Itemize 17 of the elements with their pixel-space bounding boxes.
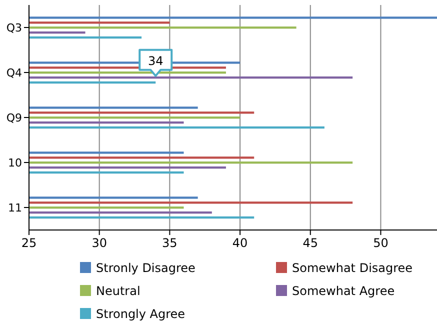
x-tick-label: 25 xyxy=(21,236,37,250)
y-tick-label: 11 xyxy=(8,202,22,214)
x-tick-label: 30 xyxy=(92,236,107,250)
legend-label: Somewhat Disagree xyxy=(292,261,413,275)
legend-label: Neutral xyxy=(96,284,140,298)
y-tick-label: Q9 xyxy=(6,112,22,124)
legend-label: Stronly Disagree xyxy=(96,261,196,275)
x-tick-label: 45 xyxy=(302,236,318,250)
y-tick-label: Q3 xyxy=(6,22,22,34)
annotation: 34 xyxy=(148,54,164,68)
x-tick-label: 40 xyxy=(232,236,248,250)
x-tick-label: 50 xyxy=(373,236,388,250)
y-tick-label: 10 xyxy=(8,156,22,170)
y-tick-label: Q4 xyxy=(6,66,22,80)
legend-label: Strongly Agree xyxy=(96,307,186,321)
legend-label: Somewhat Agree xyxy=(292,284,395,298)
x-tick-label: 35 xyxy=(162,236,178,250)
